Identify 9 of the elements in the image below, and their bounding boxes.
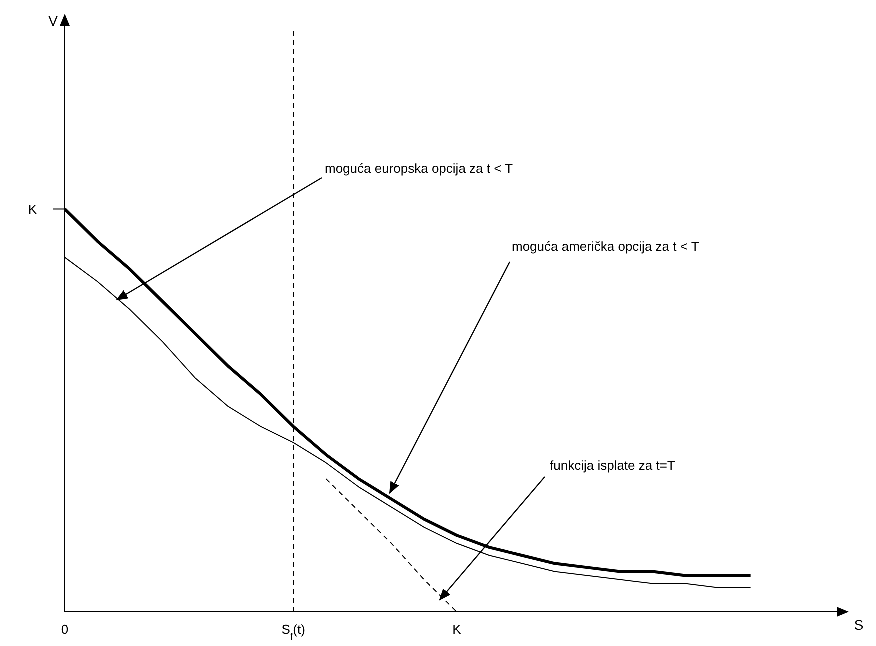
x-tick-label: S$_{f}$(t) (282, 622, 306, 642)
annotation: funkcija isplate za t=T (550, 458, 676, 473)
x-axis-title: S (854, 617, 864, 633)
annotation: moguća američka opcija za t < T (512, 239, 700, 254)
x-tick-label: K (452, 622, 462, 637)
text: moguća europska opcija za t < T (325, 161, 514, 176)
x-tick-label: 0 (61, 622, 69, 637)
text: K (28, 202, 38, 218)
text: V (48, 13, 59, 29)
